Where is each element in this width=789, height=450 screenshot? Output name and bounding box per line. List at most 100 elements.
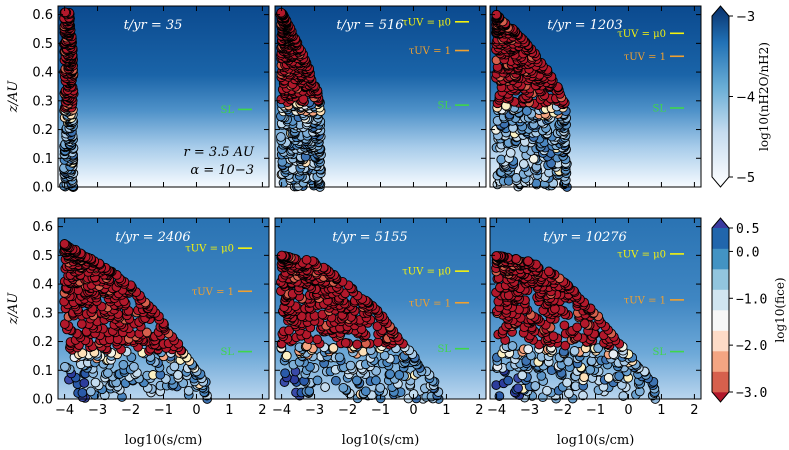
x-tick-label: −3 <box>305 403 324 418</box>
colorbar-gas-tick: −3 <box>736 10 755 25</box>
colorbar-ice-label: log10(fice) <box>773 277 787 342</box>
colorbar-gas-tick: −4 <box>736 91 755 106</box>
line-label-sl: SL <box>221 105 235 116</box>
time-label: t/yr = 1203 <box>547 18 622 33</box>
axis-ticks <box>490 6 701 188</box>
grain-point <box>562 377 572 388</box>
grain-point <box>280 368 290 379</box>
line-label-sl: SL <box>653 347 667 358</box>
grain-point <box>522 106 532 116</box>
time-label: t/yr = 35 <box>124 18 183 33</box>
x-tick-label: −4 <box>55 403 74 418</box>
grain-point <box>312 334 323 345</box>
colorbar-ice: 0.5 0.0 −1.0 −2.0 −3.0 log10(fice) <box>711 217 787 403</box>
grain-point <box>312 375 323 386</box>
line-label-sl: SL <box>221 347 235 358</box>
y-tick-label: 0.0 <box>32 393 53 408</box>
grain-point <box>276 132 286 142</box>
grain-point <box>511 254 521 264</box>
grain-point <box>334 352 345 363</box>
line-label-mu0: τUV = μ0 <box>402 267 451 278</box>
y-tick-label: 0.6 <box>32 8 53 23</box>
x-tick-label: 0 <box>409 403 417 418</box>
x-axis-label: log10(s/cm) <box>125 433 203 448</box>
colorbar-gas-tick: −5 <box>736 171 755 186</box>
grain-point <box>559 320 570 331</box>
colorbar-gas: −3 −4 −5 log10(nH2O/nH2) <box>711 5 771 188</box>
x-tick-label: −3 <box>88 403 107 418</box>
grain-point <box>523 344 534 355</box>
grain-point <box>304 386 315 396</box>
y-axis-label: z/AU <box>6 292 21 326</box>
grain-point <box>569 346 580 356</box>
y-tick-label: 0.0 <box>32 181 53 196</box>
grain-point <box>345 360 356 371</box>
colorbar-ice-tick: −2.0 <box>736 339 767 354</box>
line-label-tau1: τUV = 1 <box>192 287 234 298</box>
y-axis-label: z/AU <box>6 80 21 114</box>
x-tick-label: −2 <box>553 403 572 418</box>
x-tick-label: 2 <box>258 403 266 418</box>
line-label-mu0: τUV = μ0 <box>617 249 666 260</box>
x-tick-label: −1 <box>371 403 390 418</box>
grain-point <box>60 361 70 372</box>
colorbar-gas-label: log10(nH2O/nH2) <box>757 42 771 151</box>
x-tick-label: 0 <box>624 403 632 418</box>
grain-point <box>543 266 554 277</box>
y-tick-label: 0.4 <box>32 278 53 293</box>
y-tick-label: 0.2 <box>32 123 53 138</box>
grain-point <box>173 370 183 380</box>
panel-6: τUV = μ0 τUV = 1 SL t/yr = 10276 −4 −3 −2 −1 0 1 2 <box>487 217 702 418</box>
line-label-tau1: τUV = 1 <box>409 46 451 57</box>
grain-point <box>340 338 351 348</box>
time-label: t/yr = 5155 <box>332 230 407 245</box>
line-label-tau1: τUV = 1 <box>624 295 666 306</box>
grain-point <box>169 361 180 372</box>
y-tick-label: 0.5 <box>32 249 53 264</box>
x-tick-label: −2 <box>121 403 140 418</box>
grain-point <box>530 381 541 391</box>
x-axis-label: log10(s/cm) <box>342 433 420 448</box>
colorbar-ice-tick: 0.0 <box>736 245 759 260</box>
x-tick-label: −3 <box>520 403 539 418</box>
grain-point <box>503 375 514 386</box>
grain-point <box>513 383 523 394</box>
colorbar-ice-tick: 0.5 <box>736 222 759 237</box>
grain-point <box>603 372 614 383</box>
colorbar-ice-tick: −3.0 <box>736 386 767 401</box>
grain-scatter <box>275 7 326 192</box>
grain-point <box>373 337 383 348</box>
x-axis-label: log10(s/cm) <box>557 433 635 448</box>
grain-point <box>518 159 529 169</box>
grain-point <box>523 256 533 266</box>
x-tick-label: −1 <box>154 403 173 418</box>
grain-point <box>491 251 502 261</box>
grain-scatter <box>59 7 79 192</box>
axis-ticks <box>275 6 486 188</box>
grain-point <box>542 385 552 396</box>
panel-2: τUV = μ0 τUV = 1 SL t/yr = 516 <box>274 5 487 192</box>
grain-point <box>585 364 596 375</box>
grain-point <box>129 361 139 372</box>
panel-3: τUV = μ0 τUV = 1 SL t/yr = 1203 <box>489 5 702 192</box>
grain-point <box>511 173 522 183</box>
grain-point <box>505 147 516 158</box>
x-tick-label: 2 <box>475 403 483 418</box>
params-alpha: α = 10−3 <box>190 163 254 178</box>
grain-point <box>360 386 371 397</box>
y-tick-label: 0.6 <box>32 220 53 235</box>
grain-point <box>507 341 518 351</box>
grain-point <box>90 377 101 388</box>
y-tick-label: 0.1 <box>32 364 53 379</box>
grain-point <box>103 368 113 378</box>
y-tick-label: 0.5 <box>32 37 53 52</box>
y-tick-label: 0.4 <box>32 66 53 81</box>
params-radius: r = 3.5 AU <box>183 145 255 160</box>
line-label-mu0: τUV = μ0 <box>617 29 666 40</box>
grain-point <box>301 254 312 265</box>
colorbar-ice-tick: −1.0 <box>736 292 767 307</box>
panel-5: τUV = μ0 τUV = 1 SL t/yr = 5155 −4 −3 −2 −1 0 1 2 <box>272 217 487 418</box>
grain-point <box>77 387 88 398</box>
y-tick-label: 0.1 <box>32 152 53 167</box>
